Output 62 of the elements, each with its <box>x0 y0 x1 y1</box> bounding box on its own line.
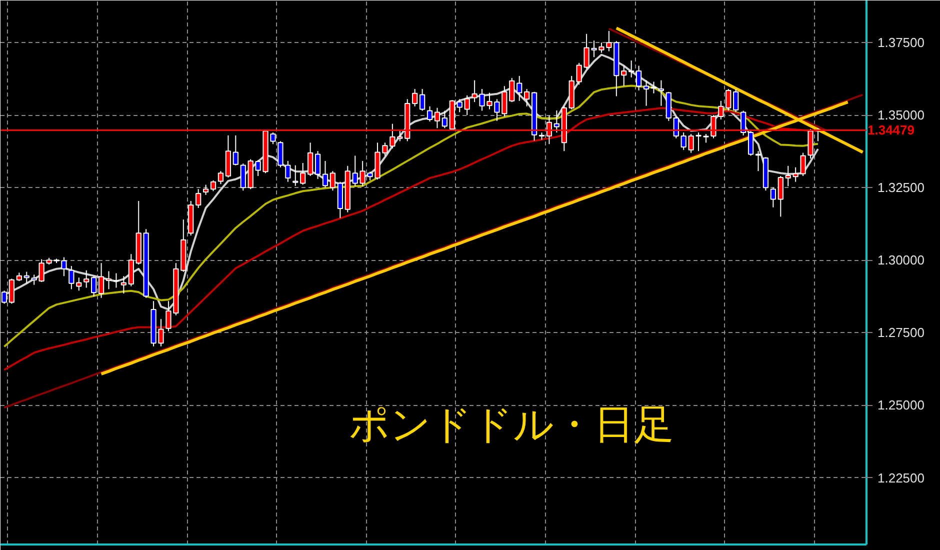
candlestick <box>770 187 776 208</box>
y-tick-label: 1.32500 <box>878 180 924 196</box>
y-tick-label: 1.25000 <box>878 398 924 413</box>
candlestick <box>98 262 104 298</box>
candlestick <box>516 75 522 102</box>
y-tick-label: 1.35000 <box>878 108 924 123</box>
candlestick <box>352 155 358 187</box>
candlestick <box>232 134 238 166</box>
candlestick <box>718 100 724 120</box>
candlestick <box>426 106 433 122</box>
candlestick <box>300 162 306 186</box>
candlestick <box>240 163 246 192</box>
candlestick <box>621 65 627 87</box>
candlestick <box>792 166 798 182</box>
candlestick <box>8 278 15 304</box>
candlestick <box>113 272 120 288</box>
candlestick <box>554 110 560 134</box>
candlestick <box>509 77 515 103</box>
candlestick <box>673 116 679 139</box>
candlestick <box>196 188 202 208</box>
candlestick <box>292 164 298 186</box>
candlestick <box>636 65 642 91</box>
candlestick <box>68 265 74 290</box>
y-tick-label: 1.30000 <box>878 252 924 268</box>
candlestick <box>412 88 418 107</box>
candlestick <box>464 94 470 116</box>
candlestick <box>524 88 530 107</box>
candlestick <box>785 165 791 187</box>
candlestick <box>748 130 754 156</box>
candlestick <box>314 150 321 180</box>
candlestick <box>733 88 739 113</box>
candlestick <box>658 80 664 106</box>
annotation: ポンドドル・日足 <box>348 402 674 448</box>
ref-line-label: 1.34479 <box>868 122 914 138</box>
y-tick-label: 1.22500 <box>878 470 924 486</box>
line-series <box>3 107 819 371</box>
candlestick <box>308 142 314 177</box>
candlestick <box>628 60 634 78</box>
candlestick <box>218 170 224 185</box>
candlestick <box>24 271 30 284</box>
candlestick <box>106 270 112 290</box>
candlestick <box>800 152 806 177</box>
candlestick <box>1 290 8 304</box>
y-tick-label: 1.37500 <box>878 35 924 50</box>
candlestick <box>650 81 657 94</box>
candlestick <box>643 80 650 106</box>
y-tick-label: 1.27500 <box>878 325 924 340</box>
candlestick <box>330 170 336 192</box>
candlestick <box>210 180 216 192</box>
candlestick <box>778 176 784 218</box>
candlestick <box>322 160 328 188</box>
candlestick <box>120 276 126 294</box>
candlestick <box>419 88 426 112</box>
candlestick <box>202 184 209 196</box>
candlestick <box>740 110 746 136</box>
candlestick <box>726 88 732 112</box>
candlestick <box>128 254 134 287</box>
candlestick <box>442 110 448 129</box>
candlestick <box>456 98 462 113</box>
candlestick <box>91 276 97 297</box>
candlestick <box>76 277 82 292</box>
candlestick <box>84 270 90 288</box>
